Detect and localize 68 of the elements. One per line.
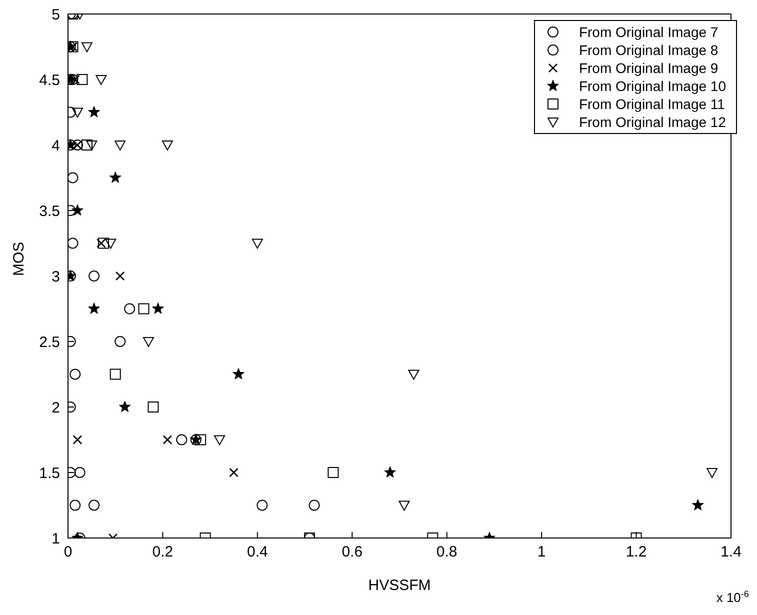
point (68, 238, 78, 249)
x-tick-label: 0.6 (342, 544, 363, 561)
y-tick-label: 4.5 (39, 72, 60, 89)
point (252, 238, 263, 249)
x-tick-label: 0.2 (152, 544, 174, 561)
point (229, 468, 238, 478)
point (152, 302, 164, 314)
legend-label: From Original Image 12 (578, 114, 726, 130)
y-tick-label: 3 (52, 268, 60, 286)
x-axis-title: HVSSFM (368, 577, 431, 594)
point (162, 435, 172, 444)
point (72, 108, 83, 118)
point (98, 238, 110, 249)
y-tick-label: 4 (52, 137, 60, 154)
point (408, 370, 420, 380)
point (143, 337, 154, 347)
point (74, 467, 86, 478)
point (398, 500, 410, 511)
point (162, 140, 173, 150)
point (96, 75, 107, 85)
point (81, 140, 92, 150)
point (148, 402, 159, 412)
legend-label: From Original Image 11 (578, 96, 725, 112)
y-tick-label: 2.5 (39, 334, 60, 351)
point (88, 500, 100, 511)
y-axis-title: MOS (10, 242, 28, 276)
point (96, 238, 106, 248)
point (214, 435, 226, 446)
point (105, 238, 116, 249)
point (81, 42, 92, 52)
point (76, 74, 88, 85)
point (70, 368, 81, 380)
y-tick-label: 1 (52, 530, 60, 548)
point (109, 172, 122, 183)
point (115, 271, 125, 281)
point (692, 499, 704, 510)
y-tick-label: 1.5 (39, 464, 60, 482)
point (138, 303, 150, 314)
y-tick-label: 2 (52, 399, 60, 416)
legend-label: From Original Image 7 (578, 24, 718, 40)
y-tick-label: 3.5 (39, 202, 60, 220)
legend-label: From Original Image 9 (578, 60, 718, 76)
x-tick-label: 1.4 (720, 544, 742, 561)
point (232, 368, 244, 380)
point (308, 500, 320, 511)
point (88, 106, 100, 118)
x-tick-label: 1 (537, 544, 546, 561)
point (72, 435, 82, 444)
point (195, 434, 206, 446)
point (68, 172, 78, 184)
text: x 10$^{-6}$ (716, 589, 749, 605)
point (88, 302, 100, 314)
point (384, 466, 396, 478)
point (110, 368, 121, 380)
x-tick-label: 0.4 (247, 544, 268, 561)
x-tick-label: 1.2 (626, 544, 647, 561)
x-tick-label: 0 (64, 544, 72, 561)
point (114, 140, 126, 150)
point (328, 467, 339, 478)
y-tick-label: 5 (52, 6, 60, 24)
point (118, 400, 131, 412)
x-tick-label: 0.8 (436, 544, 458, 561)
point (124, 303, 136, 314)
point (86, 140, 98, 150)
legend-label: From Original Image 8 (578, 42, 718, 58)
point (72, 204, 84, 216)
legend-label: From Original Image 10 (578, 78, 726, 94)
point (706, 468, 718, 478)
